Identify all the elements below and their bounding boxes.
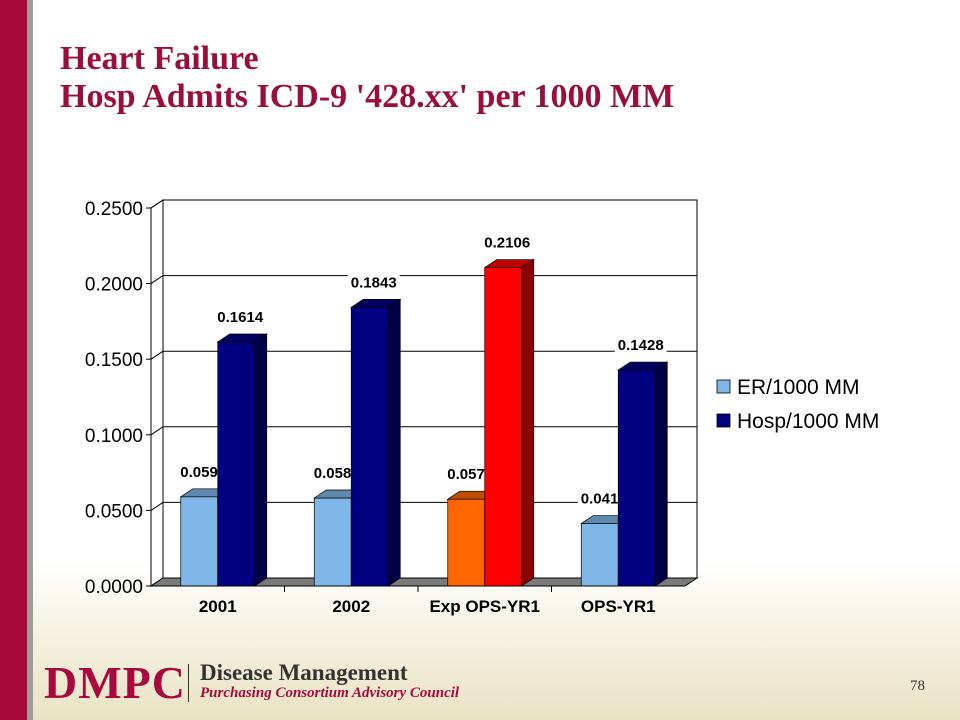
data-label-background bbox=[177, 462, 230, 482]
gridline-side bbox=[150, 426, 164, 436]
x-tick-label: 2002 bbox=[332, 597, 370, 616]
left-accent-bar bbox=[0, 0, 27, 720]
bar-side bbox=[521, 258, 535, 587]
data-label-background bbox=[614, 336, 667, 356]
bar-side bbox=[387, 298, 401, 587]
x-tick-label: Exp OPS-YR1 bbox=[429, 597, 540, 616]
dmpc-logo: DMPC bbox=[44, 657, 186, 708]
gridline-side bbox=[150, 350, 164, 360]
legend-label: ER/1000 MM bbox=[737, 376, 860, 399]
left-accent-stripe bbox=[27, 0, 33, 720]
data-label-background bbox=[577, 489, 630, 509]
gridline-side bbox=[150, 275, 164, 285]
y-tick-label: 0.1500 bbox=[85, 350, 143, 371]
bar-front bbox=[617, 369, 656, 587]
data-label: 0.2106 bbox=[484, 235, 530, 252]
bar-front bbox=[580, 523, 619, 587]
data-label-background bbox=[347, 273, 400, 293]
data-label-background bbox=[444, 465, 497, 485]
data-label-background bbox=[214, 307, 267, 327]
org-name-line2: Purchasing Consortium Advisory Council bbox=[200, 685, 460, 701]
page-number: 78 bbox=[910, 678, 925, 694]
legend-swatch bbox=[716, 379, 731, 394]
org-name-line1: Disease Management bbox=[200, 660, 408, 685]
legend-label: Hosp/1000 MM bbox=[737, 410, 879, 433]
data-label: 0.0413 bbox=[581, 491, 627, 508]
data-label: 0.1843 bbox=[351, 274, 397, 291]
data-label: 0.1428 bbox=[618, 337, 664, 354]
gridline-side bbox=[150, 199, 164, 209]
title-line-2: Hosp Admits ICD-9 '428.xx' per 1000 MM bbox=[60, 78, 675, 115]
logo-divider bbox=[188, 664, 189, 702]
bar-front bbox=[350, 306, 389, 587]
bar-top bbox=[350, 298, 402, 308]
bar-front bbox=[313, 497, 352, 587]
bar-front bbox=[180, 496, 219, 587]
title-line-1: Heart Failure bbox=[60, 40, 259, 77]
data-label: 0.0590 bbox=[180, 464, 226, 481]
legend-swatch bbox=[716, 413, 731, 428]
bar-front bbox=[484, 267, 523, 587]
data-label-background bbox=[310, 464, 363, 484]
gridline-side bbox=[150, 501, 164, 511]
data-label-background bbox=[481, 233, 534, 253]
y-tick-label: 0.0000 bbox=[85, 577, 143, 598]
bar-side bbox=[254, 333, 268, 587]
bar-front bbox=[217, 341, 256, 587]
y-tick-label: 0.2500 bbox=[85, 199, 143, 220]
data-label: 0.0574 bbox=[447, 466, 494, 483]
bar-front bbox=[447, 498, 486, 587]
x-tick-label: 2001 bbox=[199, 597, 237, 616]
bar-top bbox=[216, 333, 268, 343]
bar-top bbox=[483, 259, 535, 268]
slide-title: Heart Failure Hosp Admits ICD-9 '428.xx'… bbox=[60, 40, 674, 116]
bar-side bbox=[654, 361, 668, 587]
y-tick-label: 0.0500 bbox=[85, 501, 143, 522]
x-tick-label: OPS-YR1 bbox=[581, 597, 656, 616]
y-tick-label: 0.1000 bbox=[85, 426, 143, 447]
bar-chart: 0.0000 0.0500 0.1000 0.1500 0.2000 0.2500 0.05… bbox=[85, 199, 880, 616]
bar-top bbox=[617, 361, 669, 371]
y-tick-label: 0.2000 bbox=[85, 275, 143, 296]
data-label: 0.0582 bbox=[314, 465, 360, 482]
plot-side-wall bbox=[150, 199, 164, 587]
data-label: 0.1614 bbox=[217, 309, 264, 326]
